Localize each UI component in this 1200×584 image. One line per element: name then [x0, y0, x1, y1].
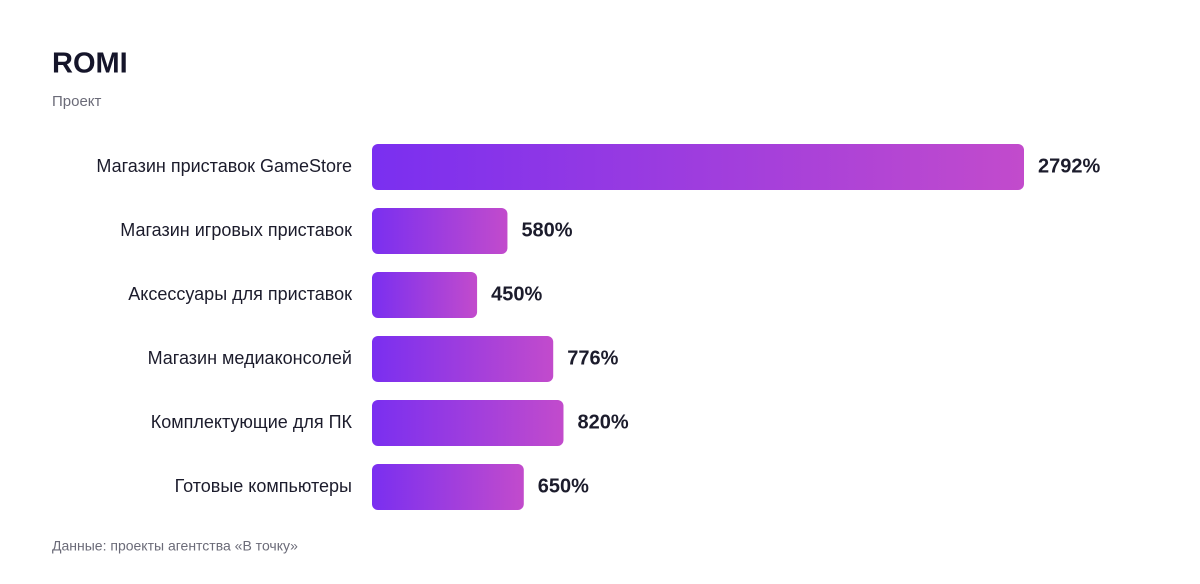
category-label: Комплектующие для ПК: [151, 412, 353, 432]
category-label: Магазин медиаконсолей: [148, 348, 352, 368]
value-label: 2792%: [1038, 155, 1100, 177]
bar: [372, 336, 554, 382]
category-label: Аксессуары для приставок: [128, 284, 352, 304]
bar: [372, 400, 564, 446]
value-label: 450%: [491, 283, 542, 305]
category-label: Магазин приставок GameStore: [96, 156, 352, 176]
bar: [372, 272, 478, 318]
bar: [372, 144, 1024, 190]
chart-subtitle: Проект: [52, 93, 102, 110]
bar: [372, 464, 524, 510]
category-label: Готовые компьютеры: [175, 476, 352, 496]
chart-title: ROMI: [52, 48, 128, 80]
value-label: 580%: [521, 219, 572, 241]
bar: [372, 208, 508, 254]
source-note: Данные: проекты агентства «В точку»: [52, 538, 298, 554]
value-label: 650%: [538, 475, 589, 497]
value-label: 776%: [567, 347, 618, 369]
category-label: Магазин игровых приставок: [120, 220, 352, 240]
value-label: 820%: [577, 411, 628, 433]
